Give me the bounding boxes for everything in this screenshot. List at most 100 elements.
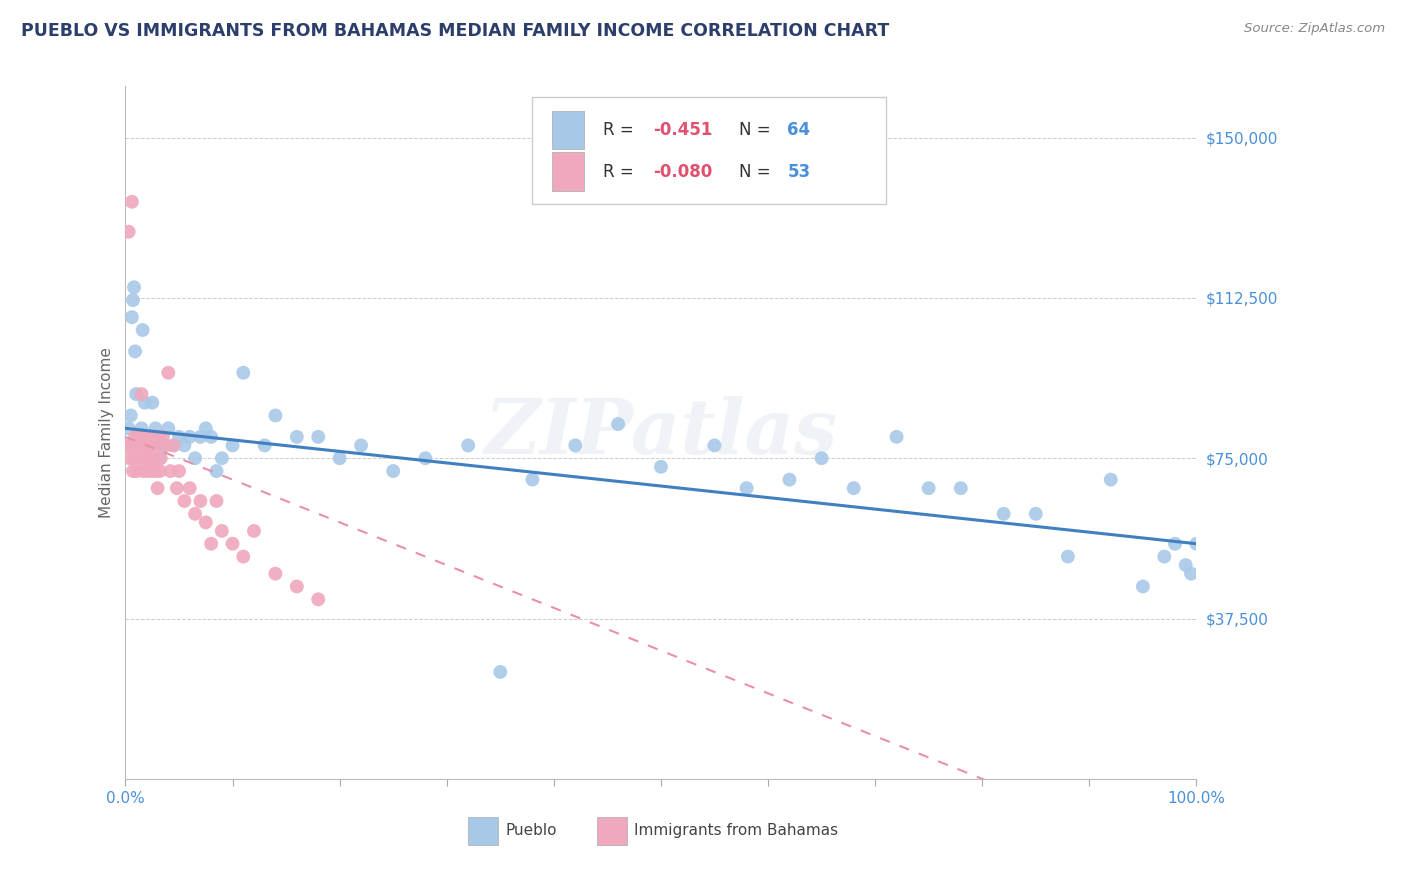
Point (173, 438, 195, 452)
Point (1153, 549, 1175, 564)
Point (118, 421, 141, 435)
Text: -0.451: -0.451 (654, 121, 713, 139)
Point (145, 438, 167, 452)
Point (264, 409, 287, 423)
Point (145, 421, 167, 435)
Text: -0.080: -0.080 (654, 162, 713, 180)
Point (1185, 537, 1208, 551)
FancyBboxPatch shape (596, 817, 627, 845)
Point (200, 537, 222, 551)
Point (166, 481, 188, 495)
Text: R =: R = (603, 121, 640, 139)
Text: R =: R = (603, 162, 640, 180)
Point (122, 451, 145, 466)
Point (132, 464, 155, 478)
Point (179, 430, 201, 444)
Point (1180, 566, 1202, 581)
Point (307, 430, 329, 444)
Point (135, 451, 157, 466)
Point (522, 473, 544, 487)
Point (139, 430, 162, 444)
Point (1174, 558, 1197, 573)
Point (778, 473, 800, 487)
Point (120, 438, 142, 452)
Point (157, 366, 180, 380)
Point (134, 395, 156, 409)
Point (307, 592, 329, 607)
Point (221, 537, 243, 551)
Point (122, 280, 145, 294)
Text: PUEBLO VS IMMIGRANTS FROM BAHAMAS MEDIAN FAMILY INCOME CORRELATION CHART: PUEBLO VS IMMIGRANTS FROM BAHAMAS MEDIAN… (21, 22, 890, 40)
Point (152, 430, 174, 444)
Point (157, 421, 180, 435)
Point (146, 481, 169, 495)
Point (918, 481, 941, 495)
Point (118, 451, 141, 466)
FancyBboxPatch shape (551, 111, 583, 149)
Point (148, 430, 170, 444)
Text: Immigrants from Bahamas: Immigrants from Bahamas (634, 823, 838, 838)
Point (120, 409, 142, 423)
Point (329, 451, 352, 466)
Point (124, 430, 146, 444)
Text: Pueblo: Pueblo (506, 823, 557, 838)
Point (149, 451, 172, 466)
FancyBboxPatch shape (551, 153, 583, 191)
Point (232, 549, 254, 564)
Point (149, 464, 172, 478)
Point (194, 421, 217, 435)
Point (159, 464, 181, 478)
Text: ZIPatlas: ZIPatlas (485, 395, 838, 469)
Point (243, 524, 266, 538)
Text: 53: 53 (787, 162, 810, 180)
Point (127, 464, 149, 478)
Point (253, 438, 276, 452)
Point (810, 451, 832, 466)
Point (138, 430, 160, 444)
Point (1025, 507, 1047, 521)
Point (564, 438, 586, 452)
Point (127, 430, 149, 444)
Point (285, 430, 308, 444)
Point (131, 421, 153, 435)
Point (457, 438, 479, 452)
Point (264, 566, 287, 581)
Point (993, 507, 1015, 521)
Point (285, 579, 308, 593)
Point (211, 451, 233, 466)
Point (200, 430, 222, 444)
Point (221, 438, 243, 452)
Point (1164, 537, 1187, 551)
Point (650, 459, 672, 474)
Point (138, 451, 160, 466)
Point (121, 310, 143, 325)
Point (842, 481, 865, 495)
Point (382, 464, 405, 478)
Point (167, 464, 190, 478)
Point (415, 451, 437, 466)
Point (131, 323, 153, 337)
Point (149, 451, 172, 466)
Point (211, 524, 233, 538)
Point (135, 438, 157, 452)
Point (118, 225, 141, 239)
Point (143, 451, 166, 466)
Point (121, 194, 143, 209)
Point (136, 464, 159, 478)
Point (1099, 473, 1122, 487)
Point (194, 516, 217, 530)
Point (1057, 549, 1080, 564)
Point (125, 387, 148, 401)
Point (131, 438, 153, 452)
Point (190, 494, 212, 508)
FancyBboxPatch shape (468, 817, 498, 845)
Point (141, 438, 163, 452)
Point (350, 438, 373, 452)
Point (142, 430, 165, 444)
Point (205, 494, 228, 508)
Point (122, 464, 145, 478)
Point (134, 430, 156, 444)
Point (163, 438, 186, 452)
Y-axis label: Median Family Income: Median Family Income (100, 347, 114, 518)
Point (167, 430, 190, 444)
